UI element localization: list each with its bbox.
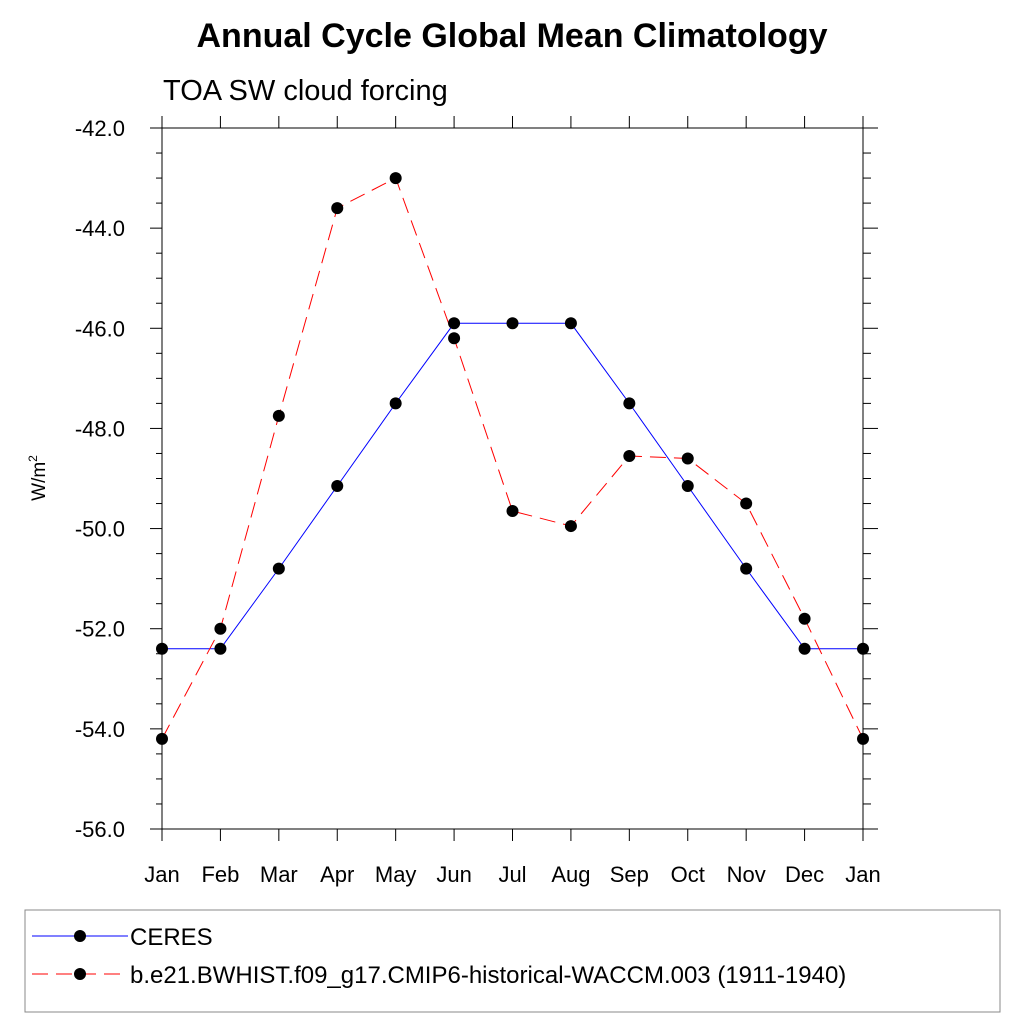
y-tick-label: -50.0 bbox=[75, 517, 125, 542]
data-point-model bbox=[272, 409, 285, 422]
chart-title: Annual Cycle Global Mean Climatology bbox=[197, 17, 828, 55]
data-point-model bbox=[740, 497, 753, 510]
legend-box bbox=[24, 909, 1001, 1013]
data-point-ceres bbox=[681, 480, 694, 493]
data-point-ceres bbox=[331, 480, 344, 493]
x-tick-label: Apr bbox=[320, 862, 354, 887]
data-point-ceres bbox=[272, 562, 285, 575]
y-tick-label: -56.0 bbox=[75, 817, 125, 842]
data-point-ceres bbox=[623, 397, 636, 410]
x-tick-label: Sep bbox=[610, 862, 649, 887]
data-point-model bbox=[857, 732, 869, 745]
data-point-model bbox=[623, 449, 636, 462]
data-point-model bbox=[798, 612, 811, 625]
chart-subtitle: TOA SW cloud forcing bbox=[163, 75, 448, 107]
legend-entry-ceres: CERES bbox=[32, 924, 213, 951]
legend-label-ceres: CERES bbox=[130, 924, 213, 951]
y-axis-label-superscript: 2 bbox=[26, 455, 40, 462]
data-point-ceres bbox=[389, 397, 402, 410]
x-tick-label: Jul bbox=[498, 862, 526, 887]
data-point-model bbox=[156, 732, 168, 745]
data-point-model bbox=[506, 505, 519, 518]
y-tick-label: -48.0 bbox=[75, 416, 125, 441]
x-axis-ticks: Jan Feb Mar Apr May Jun Jul Aug Sep Oct Nov Dec Jan bbox=[144, 116, 881, 887]
y-axis-ticks: -56.0 -54.0 -52.0 -50.0 -48.0 -46.0 -44.0 -42.0 bbox=[75, 116, 878, 842]
data-point-ceres bbox=[448, 317, 461, 330]
x-tick-label: Mar bbox=[260, 862, 298, 887]
y-tick-label: -52.0 bbox=[75, 617, 125, 642]
data-point-ceres bbox=[798, 642, 811, 655]
legend-entry-model: b.e21.BWHIST.f09_g17.CMIP6-historical-WA… bbox=[32, 962, 846, 989]
data-point-model bbox=[389, 172, 402, 185]
data-point-model bbox=[448, 332, 461, 345]
series-layer bbox=[156, 172, 869, 745]
y-tick-label: -46.0 bbox=[75, 316, 125, 341]
series-line-model bbox=[161, 177, 864, 740]
x-tick-label: Jan bbox=[845, 862, 880, 887]
legend-marker-model bbox=[74, 968, 86, 980]
data-point-model bbox=[564, 520, 577, 533]
x-tick-label: Oct bbox=[671, 862, 705, 887]
series-line-ceres bbox=[162, 322, 863, 650]
x-tick-label: Aug bbox=[551, 862, 590, 887]
data-point-ceres bbox=[214, 642, 227, 655]
data-point-ceres bbox=[564, 317, 577, 330]
y-axis-label-text: W/m bbox=[29, 462, 50, 501]
x-tick-label: Feb bbox=[201, 862, 239, 887]
x-tick-label: Nov bbox=[727, 862, 766, 887]
svg-text:W/m2: W/m2 bbox=[26, 455, 50, 501]
plot-frame bbox=[161, 127, 864, 830]
y-tick-label: -54.0 bbox=[75, 717, 125, 742]
y-axis-label: W/m2 bbox=[26, 455, 50, 501]
y-tick-label: -44.0 bbox=[75, 216, 125, 241]
data-point-model bbox=[331, 202, 344, 215]
data-point-ceres bbox=[156, 642, 168, 655]
legend-label-model: b.e21.BWHIST.f09_g17.CMIP6-historical-WA… bbox=[130, 962, 846, 989]
x-tick-label: May bbox=[375, 862, 417, 887]
y-tick-label: -42.0 bbox=[75, 116, 125, 141]
x-tick-label: Jan bbox=[144, 862, 179, 887]
x-tick-label: Jun bbox=[436, 862, 471, 887]
x-tick-label: Dec bbox=[785, 862, 824, 887]
data-point-ceres bbox=[857, 642, 869, 655]
legend-marker-ceres bbox=[74, 930, 86, 942]
data-point-ceres bbox=[740, 562, 753, 575]
data-point-model bbox=[214, 622, 227, 635]
data-point-model bbox=[681, 452, 694, 465]
data-point-ceres bbox=[506, 317, 519, 330]
